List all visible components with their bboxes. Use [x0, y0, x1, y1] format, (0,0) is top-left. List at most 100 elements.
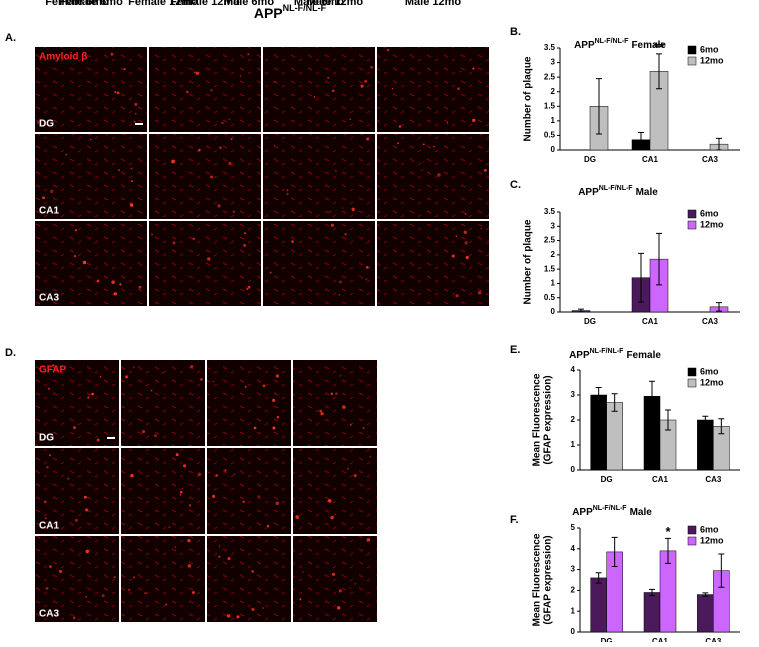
column-header: Female 6mo	[59, 0, 123, 8]
bar	[697, 419, 714, 471]
error-bar	[611, 536, 618, 567]
y-axis-label: Number of plaque	[523, 56, 534, 141]
speckle	[342, 207, 344, 209]
speckle	[266, 524, 270, 528]
column-header: Female 12mo	[128, 0, 198, 8]
bar	[590, 394, 607, 471]
speckle	[74, 518, 78, 522]
y-axis-label: Mean Fluorescence	[532, 373, 543, 466]
micrograph	[293, 536, 377, 622]
speckle	[398, 125, 402, 128]
speckle	[172, 241, 176, 245]
chart-title: APPNL-F/NL-F Female	[569, 348, 661, 361]
figure-title: APPNL-F/NL-F	[254, 3, 327, 20]
speckle	[113, 292, 117, 296]
speckle	[113, 576, 116, 579]
speckle	[47, 387, 51, 391]
speckle	[332, 89, 335, 92]
speckle	[330, 515, 334, 520]
title-sup: NL-F/NL-F	[593, 505, 628, 512]
column-header: Female 6mo	[45, 0, 109, 8]
row-label: DG	[39, 119, 54, 130]
micrograph	[207, 536, 291, 622]
speckle	[125, 375, 129, 379]
y-tick-label: 1	[571, 440, 576, 449]
speckle	[221, 121, 224, 125]
speckle	[386, 48, 390, 52]
speckle	[463, 230, 467, 234]
chart-title: APPNL-F/NL-F Male	[578, 185, 658, 198]
speckle	[275, 501, 280, 505]
y-axis-label: Mean Fluorescence	[532, 533, 543, 626]
speckle	[236, 615, 240, 619]
speckle	[123, 68, 126, 71]
y-tick-label: 0	[571, 627, 576, 636]
y-tick-label: 1	[571, 606, 576, 615]
speckle	[65, 153, 68, 156]
speckle	[295, 515, 299, 519]
column-header: Female 12mo	[170, 0, 240, 8]
speckle	[210, 89, 213, 92]
error-bar	[702, 415, 709, 425]
micrograph	[207, 360, 291, 446]
legend-swatch	[687, 56, 697, 66]
speckle	[132, 576, 136, 579]
speckle	[96, 279, 100, 283]
bar	[643, 592, 661, 633]
x-tick-label: CA1	[652, 637, 669, 642]
speckle	[197, 148, 201, 152]
stain-label: GFAP	[39, 365, 67, 376]
bar	[590, 577, 607, 633]
speckle	[168, 526, 171, 529]
y-tick-label: 3	[551, 58, 556, 67]
error-bar	[718, 553, 725, 588]
error-bar	[716, 137, 722, 151]
x-tick-label: CA1	[642, 317, 659, 326]
speckle	[150, 389, 153, 392]
speckle	[228, 118, 230, 121]
micrograph	[377, 221, 489, 306]
speckle	[212, 380, 215, 383]
x-tick-label: CA3	[705, 637, 722, 642]
title-suffix: Male	[636, 187, 659, 198]
title-suffix: Female	[631, 40, 666, 51]
speckle	[191, 591, 195, 594]
speckle	[246, 287, 249, 290]
y-tick-label: 2	[571, 586, 576, 595]
x-tick-label: DG	[584, 155, 596, 164]
micrograph	[121, 360, 205, 446]
speckle	[337, 606, 341, 610]
speckle	[130, 473, 134, 478]
speckle	[247, 285, 251, 289]
error-bar	[665, 409, 671, 431]
speckle	[326, 500, 329, 502]
speckle	[133, 366, 135, 368]
speckle	[422, 143, 425, 146]
speckle	[179, 490, 183, 494]
row-label: CA3	[39, 293, 59, 304]
legend-swatch	[687, 536, 697, 546]
row-label: CA1	[39, 521, 59, 532]
speckle	[91, 392, 94, 396]
speckle	[234, 473, 236, 475]
speckle	[182, 464, 187, 468]
speckle	[397, 142, 400, 145]
legend-label: 6mo	[700, 208, 719, 218]
title-suffix: Male	[630, 507, 653, 518]
micrograph	[263, 134, 375, 219]
speckle	[188, 504, 192, 507]
speckle	[119, 283, 122, 286]
speckle	[84, 508, 89, 512]
speckle	[44, 517, 47, 520]
error-bar	[649, 588, 655, 597]
speckle	[480, 227, 482, 230]
speckle	[130, 180, 134, 183]
chart-title: APPNL-F/NL-F Female	[574, 38, 666, 51]
y-tick-label: 3	[571, 565, 576, 574]
speckle	[313, 96, 316, 98]
speckle	[128, 588, 131, 591]
x-tick-label: DG	[584, 317, 596, 326]
x-tick-label: DG	[601, 475, 613, 484]
y-tick-label: 3.5	[544, 43, 556, 52]
speckle	[258, 495, 261, 498]
